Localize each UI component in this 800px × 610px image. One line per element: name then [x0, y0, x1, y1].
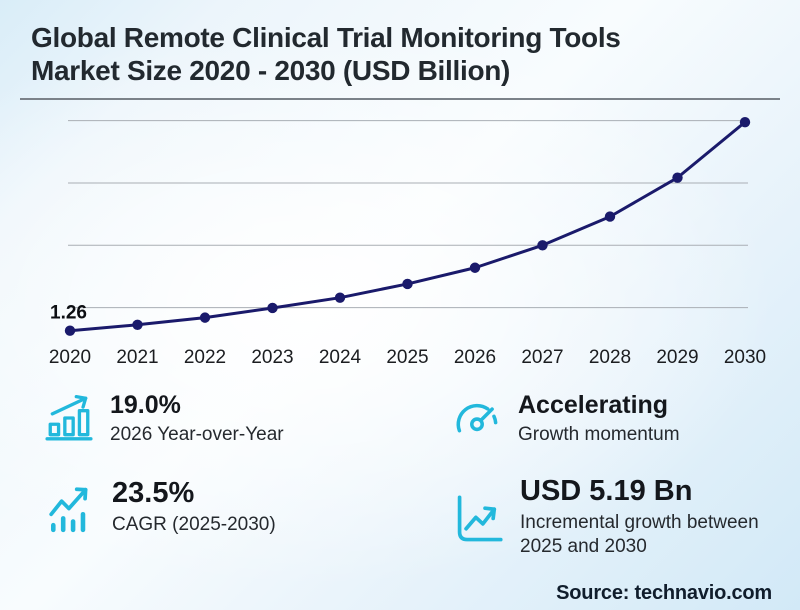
x-axis-tick-2026: 2026 [454, 347, 496, 368]
x-axis-tick-2029: 2029 [656, 347, 698, 368]
market-line-chart: 1.26 2020 2021 2022 2023 2024 2025 2026 2027 2028… [49, 116, 766, 368]
speedometer-icon [456, 403, 498, 433]
x-axis-tick-2021: 2021 [116, 347, 158, 368]
trend-arrow-bars-icon [49, 487, 88, 533]
stat-incremental-growth: USD 5.19 Bn Incremental growth between 2… [452, 476, 782, 558]
stat-yoy-growth: 19.0% 2026 Year-over-Year [44, 392, 284, 446]
first-point-value-label: 1.26 [50, 303, 87, 324]
data-point-2028 [604, 211, 616, 222]
x-axis-tick-2027: 2027 [521, 347, 563, 368]
stat-value: USD 5.19 Bn [520, 475, 693, 507]
stat-text: USD 5.19 Bn Incremental growth between 2… [520, 476, 782, 558]
page-title-line2: Market Size 2020 - 2030 (USD Billion) [31, 54, 511, 86]
stat-label: CAGR (2025-2030) [112, 514, 276, 536]
growth-chart-axis-icon [457, 495, 503, 542]
source-credit: Source: technavio.com [556, 582, 772, 604]
page-title: Global Remote Clinical Trial Monitoring … [31, 22, 771, 88]
stat-label: 2026 Year-over-Year [110, 424, 284, 446]
x-axis-tick-2020: 2020 [49, 347, 91, 368]
x-axis-tick-2022: 2022 [184, 347, 226, 368]
data-point-2022 [199, 312, 211, 323]
x-axis-tick-2028: 2028 [589, 347, 631, 368]
stat-value: 19.0% [110, 391, 181, 419]
title-divider [20, 98, 780, 100]
data-point-2027 [537, 240, 548, 251]
stat-momentum: Accelerating Growth momentum [452, 392, 680, 446]
data-point-2029 [672, 172, 683, 183]
market-size-line [69, 120, 746, 333]
data-point-2030 [739, 116, 751, 128]
stat-label: Growth momentum [518, 424, 680, 446]
bar-chart-rising-icon [45, 394, 93, 441]
stat-text: 23.5% CAGR (2025-2030) [112, 478, 276, 537]
stat-text: Accelerating Growth momentum [518, 392, 680, 446]
data-point-2020 [64, 325, 76, 336]
stat-label: Incremental growth between 2025 and 2030 [520, 512, 759, 557]
x-axis-tick-2024: 2024 [319, 347, 362, 368]
stat-text: 19.0% 2026 Year-over-Year [110, 392, 284, 446]
data-point-2025 [402, 278, 413, 290]
data-point-2021 [132, 319, 143, 330]
stat-value: 23.5% [112, 477, 195, 509]
x-axis-tick-2025: 2025 [386, 347, 428, 368]
data-point-2024 [334, 292, 346, 303]
data-point-2023 [267, 302, 278, 314]
x-axis-tick-2023: 2023 [251, 347, 293, 368]
stat-cagr: 23.5% CAGR (2025-2030) [46, 478, 276, 537]
data-point-2026 [469, 262, 481, 273]
page-title-line1: Global Remote Clinical Trial Monitoring … [31, 22, 621, 53]
x-axis-tick-2030: 2030 [724, 347, 766, 368]
stat-value: Accelerating [518, 391, 669, 419]
